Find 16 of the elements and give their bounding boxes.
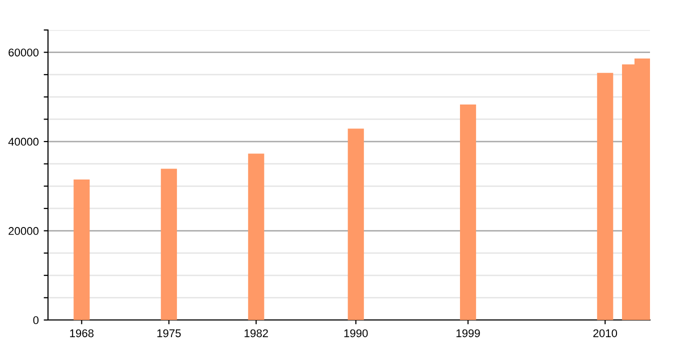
x-tick-label: 1982 xyxy=(244,329,268,338)
bar xyxy=(597,72,614,320)
y-tick-label: 40000 xyxy=(8,138,39,146)
bar xyxy=(460,104,476,320)
y-tick-label: 20000 xyxy=(8,227,39,235)
y-tick-label: 60000 xyxy=(8,48,39,56)
x-tick-label: 1999 xyxy=(456,329,480,338)
x-tick-label: 1975 xyxy=(157,329,181,338)
x-tick-label: 1990 xyxy=(344,329,368,338)
bar xyxy=(74,179,90,320)
bar xyxy=(248,154,264,320)
x-tick-label: 2010 xyxy=(593,329,618,338)
bar xyxy=(160,168,177,320)
y-tick-label: 0 xyxy=(33,316,39,324)
x-tick-label: 1968 xyxy=(70,329,94,338)
bar xyxy=(348,128,364,320)
